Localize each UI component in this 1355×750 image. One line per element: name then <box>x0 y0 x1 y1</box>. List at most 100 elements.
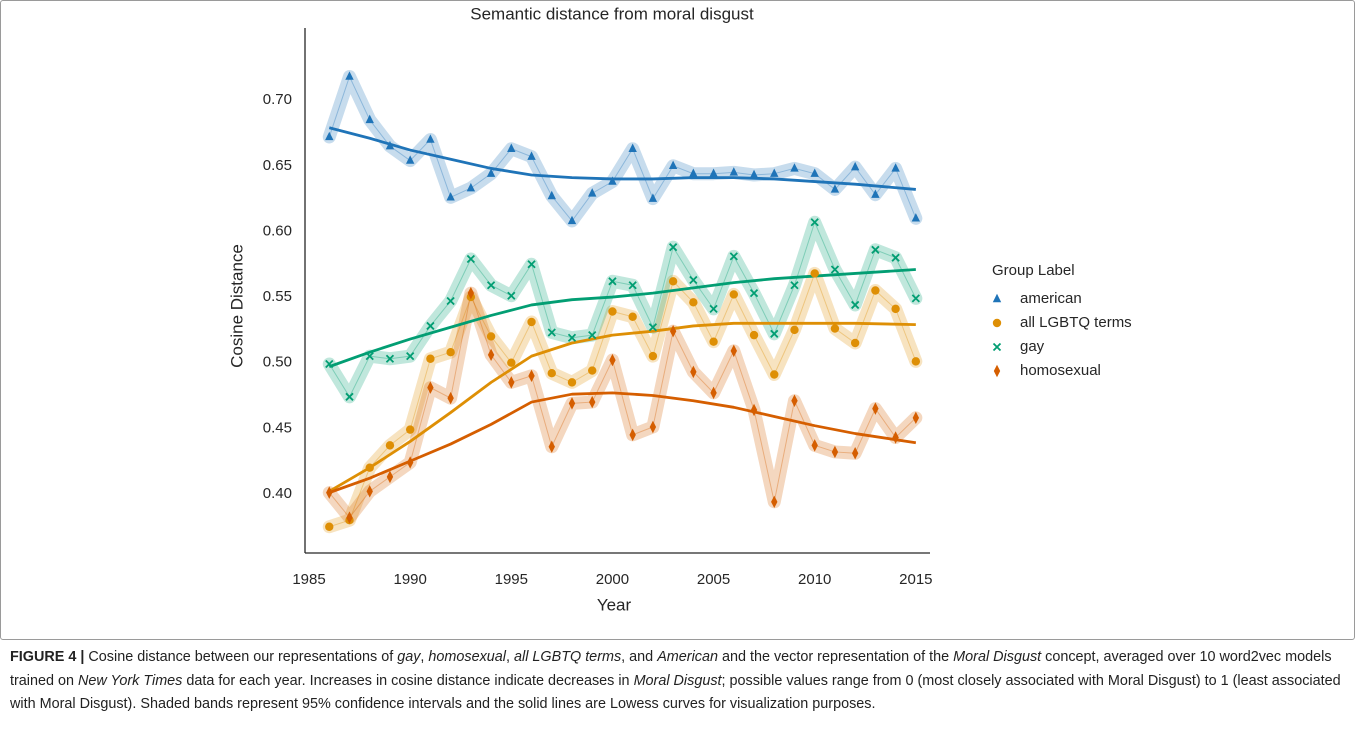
marker-circle <box>385 441 395 450</box>
marker-triangle <box>871 189 880 198</box>
y-tick-label: 0.40 <box>263 485 292 502</box>
confidence-band <box>322 215 923 404</box>
marker-x <box>709 304 718 314</box>
marker-diamond <box>609 353 616 367</box>
marker-diamond <box>750 403 758 417</box>
confidence-band <box>322 266 923 534</box>
caption-text: American <box>657 649 718 665</box>
marker-diamond <box>912 411 920 425</box>
band-edge <box>328 291 917 519</box>
caption-label: FIGURE 4 | <box>10 649 85 665</box>
y-tick-label: 0.45 <box>263 419 292 436</box>
x-tick-label: 2015 <box>899 571 932 588</box>
marker-diamond <box>447 391 454 405</box>
marker-triangle <box>466 182 476 192</box>
marker-diamond <box>791 394 798 407</box>
y-tick-label: 0.50 <box>263 354 292 371</box>
legend-entry: american <box>992 290 1082 307</box>
caption-text: homosexual <box>428 649 507 665</box>
marker-diamond <box>811 439 818 452</box>
marker-triangle <box>588 188 597 197</box>
caption-text: Moral Disgust <box>633 672 722 689</box>
marker-x <box>527 260 536 269</box>
legend-entry: homosexual <box>993 362 1101 379</box>
marker-triangle <box>446 192 455 201</box>
marker-circle <box>426 354 435 363</box>
marker-diamond <box>669 324 677 338</box>
marker-diamond <box>427 381 434 394</box>
marker-triangle <box>689 168 698 177</box>
marker-triangle <box>709 168 718 177</box>
marker-triangle <box>992 293 1002 303</box>
marker-diamond <box>589 395 596 409</box>
marker-x <box>911 294 920 303</box>
marker-circle <box>810 269 819 278</box>
marker-diamond <box>649 420 657 434</box>
x-tick-label: 2010 <box>798 571 831 588</box>
marker-circle <box>871 286 880 295</box>
marker-diamond <box>528 369 535 383</box>
marker-circle <box>365 463 374 472</box>
marker-x <box>689 275 698 285</box>
marker-x <box>507 291 516 300</box>
marker-diamond <box>872 402 879 415</box>
marker-diamond <box>629 428 636 442</box>
marker-x <box>648 323 658 332</box>
marker-x <box>992 342 1002 352</box>
legend-label: gay <box>1020 338 1045 355</box>
confidence-band <box>322 286 923 525</box>
marker-triangle <box>608 176 617 185</box>
marker-x <box>810 218 819 227</box>
marker-circle <box>446 347 455 357</box>
marker-diamond <box>690 365 697 379</box>
marker-diamond <box>730 344 738 358</box>
marker-x <box>770 329 779 338</box>
marker-x <box>446 296 455 306</box>
marker-diamond <box>548 440 555 453</box>
marker-circle <box>770 370 779 379</box>
marker-triangle <box>830 184 840 193</box>
chart: Semantic distance from moral disgust Cos… <box>227 4 1132 614</box>
caption-text: gay <box>397 649 421 665</box>
band-edge <box>329 271 917 528</box>
marker-diamond <box>366 485 373 498</box>
y-axis-label: Cosine Distance <box>227 244 246 368</box>
legend-entry: all LGBTQ terms <box>992 314 1132 331</box>
marker-diamond <box>346 511 353 524</box>
x-tick-label: 2005 <box>697 571 730 588</box>
marker-diamond <box>326 486 333 499</box>
marker-triangle <box>668 160 678 170</box>
marker-circle <box>830 324 840 333</box>
marker-diamond <box>851 447 859 460</box>
marker-triangle <box>648 193 658 202</box>
marker-circle <box>749 330 759 340</box>
marker-x <box>790 281 799 290</box>
marker-diamond <box>568 397 576 410</box>
marker-triangle <box>770 168 779 177</box>
confidence-band <box>322 70 923 228</box>
marker-triangle <box>891 163 900 172</box>
marker-x <box>830 265 840 274</box>
marker-circle <box>850 338 860 348</box>
legend-entry: gay <box>992 338 1045 355</box>
lowess-curve <box>328 268 916 368</box>
x-tick-label: 1985 <box>292 571 325 588</box>
marker-diamond <box>406 456 414 469</box>
caption-text: ; possible values range from 0 (most clo… <box>10 672 1341 713</box>
marker-circle <box>507 358 516 367</box>
marker-circle <box>709 337 718 346</box>
caption-text: and the vector representation of the <box>717 649 954 665</box>
x-tick-label: 1990 <box>393 571 426 588</box>
marker-circle <box>628 312 637 321</box>
marker-triangle <box>628 143 637 152</box>
lowess-curve <box>328 391 917 494</box>
marker-triangle <box>850 161 860 171</box>
marker-x <box>466 254 475 264</box>
legend-label: american <box>1020 290 1082 307</box>
marker-x <box>325 359 334 369</box>
caption: FIGURE 4 | Cosine distance between our r… <box>10 646 1348 717</box>
marker-circle <box>911 357 921 366</box>
legend-label: homosexual <box>1020 362 1101 379</box>
caption-text: New York Times <box>78 672 183 689</box>
